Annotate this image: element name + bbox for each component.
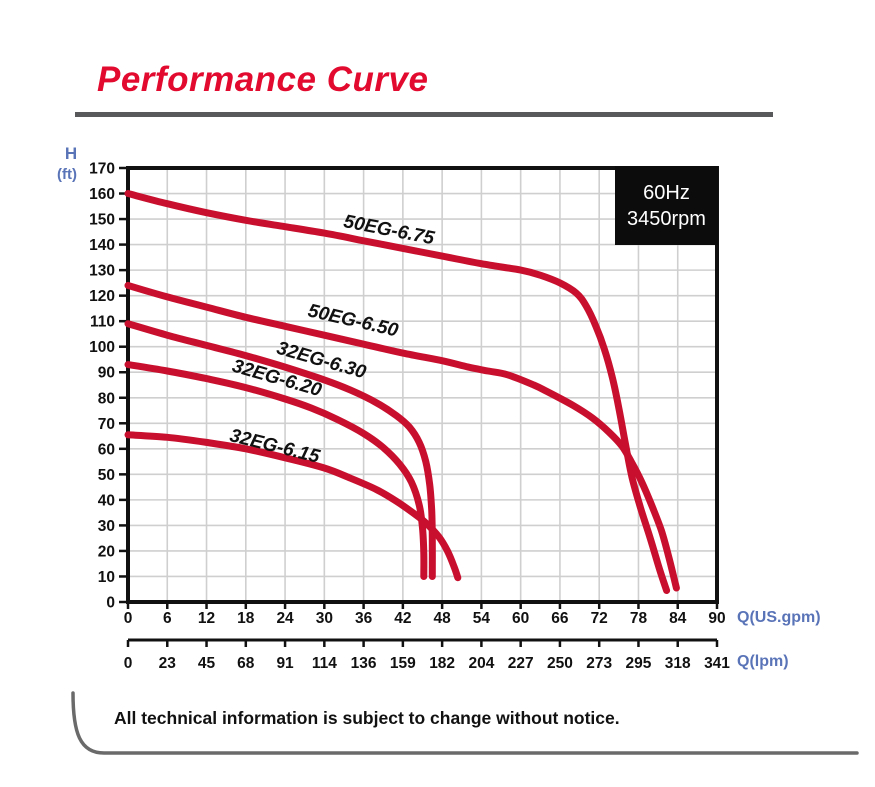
x-tick-label-gpm: 48	[434, 610, 452, 627]
x-tick-label-gpm: 60	[512, 610, 529, 627]
x-tick-label-gpm: 72	[591, 610, 608, 627]
x-tick-label-lpm: 250	[547, 655, 573, 672]
y-tick-label: 100	[89, 339, 115, 356]
x-tick-label-gpm: 12	[198, 610, 215, 627]
x-tick-label-lpm: 273	[586, 655, 612, 672]
curve-32EG-6.30	[124, 320, 436, 580]
x-tick-label-gpm: 6	[163, 610, 172, 627]
x-tick-label-lpm: 159	[390, 655, 416, 672]
page-title: Performance Curve	[97, 60, 429, 99]
x-tick-label-lpm: 295	[626, 655, 652, 672]
x-tick-label-lpm: 91	[276, 655, 294, 672]
y-tick-label: 130	[89, 263, 115, 280]
x-tick-label-gpm: 66	[551, 610, 569, 627]
y-tick-label: 20	[98, 543, 115, 560]
y-tick-label: 120	[89, 288, 115, 305]
x-tick-label-lpm: 182	[429, 655, 455, 672]
y-axis-unit-h: H	[64, 144, 78, 163]
curve-50EG-6.75	[124, 190, 671, 594]
footer-disclaimer: All technical information is subject to …	[114, 708, 620, 728]
x-tick-label-gpm: 42	[394, 610, 411, 627]
x-tick-label-lpm: 114	[312, 655, 337, 672]
y-tick-label: 50	[98, 467, 115, 484]
x-tick-label-gpm: 90	[708, 610, 725, 627]
x-tick-label-gpm: 78	[630, 610, 648, 627]
y-tick-label: 140	[89, 237, 115, 254]
curve-label-32EG-6.15: 32EG-6.15	[227, 425, 322, 468]
x-tick-label-lpm: 23	[159, 655, 177, 672]
plot-border	[126, 166, 719, 604]
y-tick-label: 90	[98, 365, 115, 382]
title-underline-rule	[75, 112, 773, 117]
y-tick-label: 70	[98, 416, 115, 433]
x-axis-unit-lpm: Q(lpm)	[737, 653, 789, 670]
y-tick-label: 10	[98, 569, 115, 586]
y-tick-label: 40	[98, 492, 115, 509]
x-tick-label-lpm: 204	[468, 655, 494, 672]
y-tick-label: 170	[89, 161, 115, 178]
x-tick-label-gpm: 30	[316, 610, 333, 627]
x-tick-label-gpm: 18	[237, 610, 255, 627]
curve-32EG-6.15	[124, 431, 462, 582]
y-tick-label: 80	[98, 390, 115, 407]
x-tick-label-gpm: 0	[124, 610, 133, 627]
x-tick-label-gpm: 84	[669, 610, 687, 627]
x-tick-label-gpm: 54	[473, 610, 491, 627]
x-tick-label-lpm: 0	[124, 655, 133, 672]
x-tick-label-lpm: 341	[704, 655, 730, 672]
badge-rpm: 3450rpm	[627, 207, 706, 230]
x-tick-label-gpm: 36	[355, 610, 373, 627]
footer-corner-line	[71, 691, 859, 755]
y-tick-label: 30	[98, 518, 115, 535]
x-axis-unit-gpm: Q(US.gpm)	[737, 609, 821, 626]
badge-frequency: 60Hz	[643, 181, 690, 204]
y-axis-unit-ft: (ft)	[57, 166, 77, 183]
x-tick-label-lpm: 136	[351, 655, 377, 672]
y-tick-label: 110	[90, 314, 115, 331]
x-tick-label-lpm: 227	[508, 655, 534, 672]
y-tick-label: 150	[89, 212, 115, 229]
x-tick-label-lpm: 68	[237, 655, 255, 672]
curve-50EG-6.50	[124, 281, 680, 592]
x-tick-label-gpm: 24	[276, 610, 294, 627]
y-tick-label: 0	[106, 595, 115, 612]
y-tick-label: 160	[89, 186, 115, 203]
frequency-speed-badge: 60Hz 3450rpm	[615, 166, 718, 245]
curve-32EG-6.20	[124, 361, 428, 580]
x-tick-label-lpm: 318	[665, 655, 691, 672]
y-tick-label: 60	[98, 441, 115, 458]
x-tick-label-lpm: 45	[198, 655, 216, 672]
